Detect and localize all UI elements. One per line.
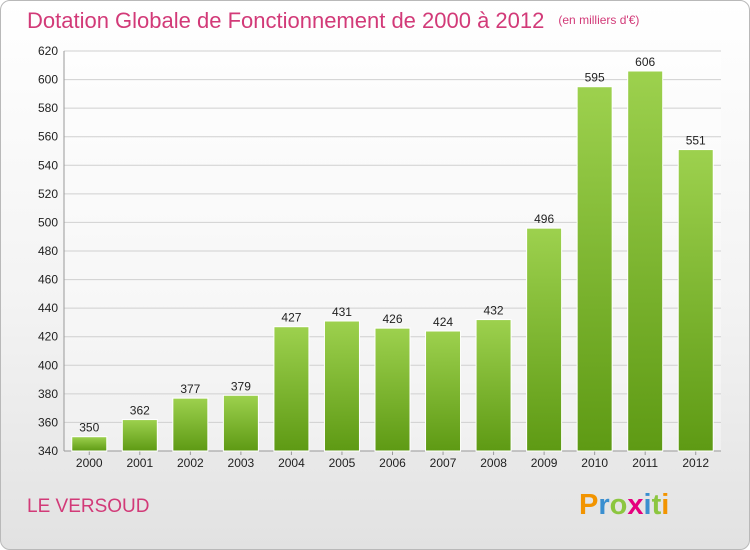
- logo-letter: x: [627, 489, 644, 521]
- x-tick-label: 2000: [76, 456, 103, 470]
- y-tick-label: 340: [38, 444, 58, 458]
- logo-letter: i: [661, 489, 670, 521]
- chart-title: Dotation Globale de Fonctionnement de 20…: [27, 8, 639, 34]
- chart-unit: (en milliers d'€): [558, 13, 640, 27]
- y-tick-label: 500: [38, 215, 58, 229]
- data-label: 551: [686, 134, 706, 148]
- data-label: 426: [382, 312, 402, 326]
- bar: [222, 394, 259, 452]
- logo-letter: P: [579, 489, 599, 521]
- x-tick-label: 2005: [329, 456, 356, 470]
- bar: [475, 319, 512, 452]
- y-tick-label: 560: [38, 130, 58, 144]
- data-label: 431: [332, 305, 352, 319]
- bar: [273, 326, 310, 452]
- bar: [526, 227, 563, 452]
- data-label: 606: [635, 55, 655, 69]
- x-tick-label: 2010: [581, 456, 608, 470]
- bar: [121, 419, 158, 452]
- y-tick-label: 380: [38, 387, 58, 401]
- bar: [172, 397, 209, 452]
- y-tick-label: 520: [38, 187, 58, 201]
- x-tick-label: 2006: [379, 456, 406, 470]
- y-tick-label: 580: [38, 101, 58, 115]
- logo-letter: r: [598, 489, 610, 521]
- x-tick-label: 2003: [228, 456, 255, 470]
- commune-name: LE VERSOUD: [27, 496, 150, 517]
- bar: [627, 70, 664, 452]
- data-label: 377: [180, 382, 200, 396]
- bar: [323, 320, 360, 452]
- y-tick-label: 540: [38, 158, 58, 172]
- bar: [425, 330, 462, 452]
- labels: 350 2000 362 2001 377 2002 379 2003 427 2004 431 20…: [76, 55, 709, 470]
- data-label: 427: [281, 311, 301, 325]
- data-label: 496: [534, 212, 554, 226]
- x-tick-label: 2001: [126, 456, 153, 470]
- y-tick-label: 440: [38, 301, 58, 315]
- logo-letter: i: [643, 489, 652, 521]
- bar: [677, 149, 714, 452]
- y-tick-label: 420: [38, 330, 58, 344]
- data-label: 379: [231, 379, 251, 393]
- y-tick-label: 620: [38, 44, 58, 58]
- x-tick-label: 2002: [177, 456, 204, 470]
- y-tick-label: 600: [38, 73, 58, 87]
- bar: [576, 86, 613, 452]
- data-label: 362: [130, 404, 150, 418]
- chart-title-text: Dotation Globale de Fonctionnement de 20…: [27, 8, 545, 33]
- x-tick-label: 2007: [430, 456, 457, 470]
- x-tick-label: 2012: [682, 456, 709, 470]
- bar: [71, 436, 108, 452]
- logo-letter: o: [609, 489, 628, 521]
- x-tick-label: 2009: [531, 456, 558, 470]
- y-tick-label: 360: [38, 415, 58, 429]
- logo-letter: t: [651, 489, 662, 521]
- proxiti-logo: Proxiti: [579, 489, 669, 522]
- data-label: 432: [484, 304, 504, 318]
- data-label: 350: [79, 421, 99, 435]
- bars: [71, 70, 714, 452]
- data-label: 424: [433, 315, 453, 329]
- x-tick-label: 2004: [278, 456, 305, 470]
- data-label: 595: [585, 71, 605, 85]
- y-tick-label: 460: [38, 273, 58, 287]
- x-tick-label: 2008: [480, 456, 507, 470]
- bar: [374, 327, 411, 452]
- x-tick-label: 2011: [632, 456, 658, 470]
- y-tick-label: 480: [38, 244, 58, 258]
- y-tick-label: 400: [38, 358, 58, 372]
